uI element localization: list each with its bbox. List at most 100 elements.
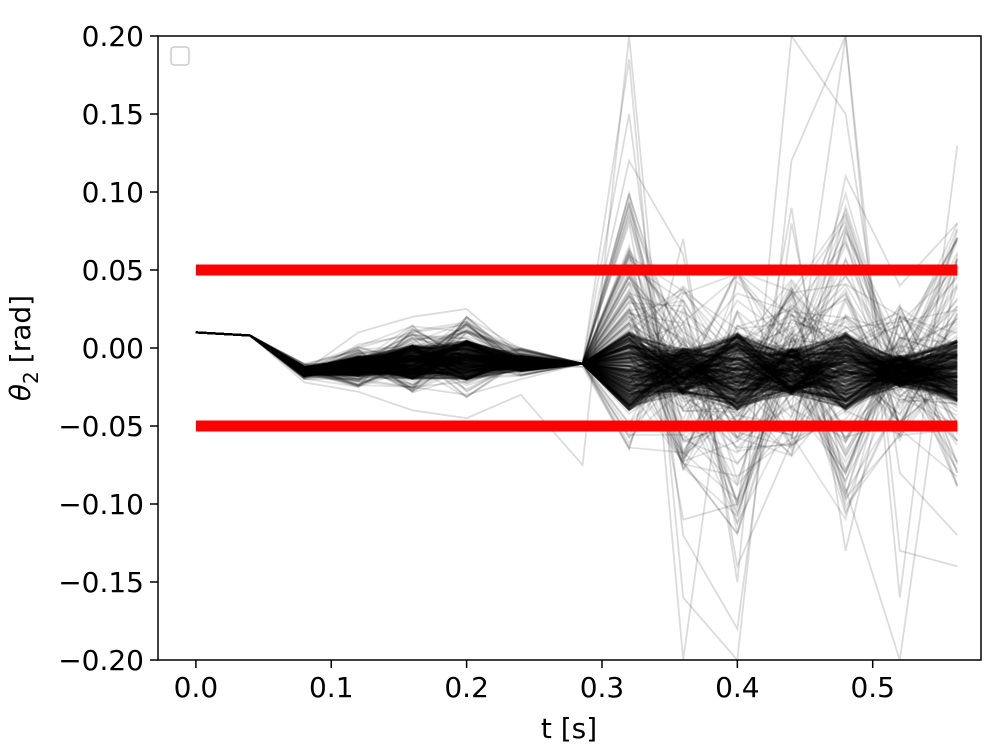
trajectory-line — [195, 331, 958, 396]
trajectory-line — [195, 207, 959, 388]
trajectory-line — [195, 282, 958, 502]
trajectory-line — [195, 331, 958, 395]
trajectory-line — [195, 331, 958, 395]
trajectory-line — [195, 331, 958, 410]
trajectory-line — [195, 305, 958, 424]
trajectory-line — [195, 315, 959, 471]
x-axis: 0.0 0.1 0.2 0.3 0.4 0.5 — [174, 660, 895, 704]
trajectory-line — [195, 331, 958, 396]
trajectory-line — [195, 331, 958, 391]
trajectory-line — [195, 331, 958, 411]
trajectory-line — [195, 331, 958, 394]
trajectory-line — [195, 255, 959, 439]
trajectory-line — [195, 331, 958, 396]
trajectory-line — [195, 331, 958, 411]
trajectory-line — [195, 331, 958, 395]
trajectory-line — [195, 331, 958, 390]
trajectory-line — [195, 297, 958, 424]
trajectory-line — [195, 331, 958, 404]
trajectory-line — [195, 331, 958, 396]
trajectory-line — [195, 257, 959, 456]
trajectory-line — [195, 331, 958, 398]
y-tick-label: −0.10 — [58, 488, 144, 521]
trajectory-line — [195, 331, 958, 389]
trajectory-line — [195, 331, 958, 400]
trajectory-line — [195, 189, 958, 474]
trajectory-line — [195, 331, 958, 395]
trajectory-outlier-line — [195, 36, 958, 660]
trajectory-line — [195, 331, 958, 412]
trajectory-line — [195, 331, 958, 401]
trajectory-line — [195, 331, 958, 399]
trajectory-line — [195, 331, 958, 380]
trajectory-line — [195, 331, 958, 392]
trajectory-line — [195, 331, 958, 406]
trajectory-line — [195, 331, 958, 412]
trajectory-line — [195, 331, 958, 401]
trajectory-line — [195, 320, 958, 473]
trajectory-line — [195, 331, 958, 388]
trajectory-line — [195, 292, 959, 484]
trajectory-line — [195, 331, 958, 411]
trajectory-line — [195, 272, 958, 464]
y-axis-label-symbol: θ — [4, 384, 37, 401]
x-axis-label: t [s] — [541, 712, 597, 745]
trajectory-line — [195, 331, 958, 412]
trajectory-line — [195, 331, 958, 400]
trajectory-line — [195, 323, 959, 486]
trajectory-line — [195, 331, 958, 394]
trajectory-line — [195, 331, 958, 398]
trajectory-line — [195, 287, 959, 466]
trajectory-line — [195, 299, 958, 453]
trajectory-line — [195, 291, 958, 439]
trajectory-line — [195, 252, 959, 395]
trajectory-line — [195, 331, 958, 408]
trajectory-line — [195, 331, 958, 380]
trajectory-line — [195, 297, 958, 465]
trajectory-line — [195, 331, 958, 397]
trajectory-line — [195, 294, 958, 517]
trajectory-line — [195, 331, 958, 393]
trajectory-line — [195, 331, 958, 393]
trajectory-line — [195, 287, 958, 403]
trajectory-line — [195, 289, 958, 518]
trajectory-line — [195, 331, 958, 405]
trajectory-line — [195, 255, 958, 457]
trajectory-line — [195, 213, 958, 398]
trajectory-line — [195, 190, 959, 397]
trajectory-line — [195, 331, 958, 399]
trajectory-line — [195, 331, 958, 408]
trajectory-line — [195, 324, 958, 460]
trajectory-line — [195, 331, 958, 407]
trajectory-line — [195, 331, 958, 383]
trajectory-line — [195, 285, 959, 442]
trajectory-line — [195, 321, 958, 427]
trajectory-line — [195, 331, 958, 390]
trajectory-line — [195, 259, 959, 436]
trajectory-line — [195, 331, 958, 409]
trajectory-line — [195, 331, 958, 408]
trajectory-line — [195, 306, 959, 394]
trajectory-line — [195, 331, 958, 393]
trajectory-line — [195, 331, 958, 403]
trajectory-line — [195, 276, 958, 455]
x-tick-label: 0.2 — [444, 671, 489, 704]
trajectory-line — [195, 331, 958, 403]
trajectory-line — [195, 331, 958, 406]
trajectory-line — [195, 274, 958, 446]
trajectory-line — [195, 250, 958, 461]
trajectory-line — [195, 331, 958, 392]
trajectory-line — [195, 331, 958, 411]
trajectory-line — [195, 331, 958, 406]
trajectory-line — [195, 315, 958, 510]
trajectory-line — [195, 331, 958, 409]
trajectory-line — [195, 331, 958, 536]
trajectory-line — [195, 323, 958, 504]
trajectory-line — [195, 331, 958, 410]
y-axis-label-subscript: 2 — [19, 371, 43, 384]
trajectory-line — [195, 331, 958, 390]
trajectory-line — [195, 331, 958, 401]
trajectory-line — [195, 331, 958, 384]
trajectory-line — [195, 331, 958, 376]
trajectory-line — [195, 287, 958, 456]
